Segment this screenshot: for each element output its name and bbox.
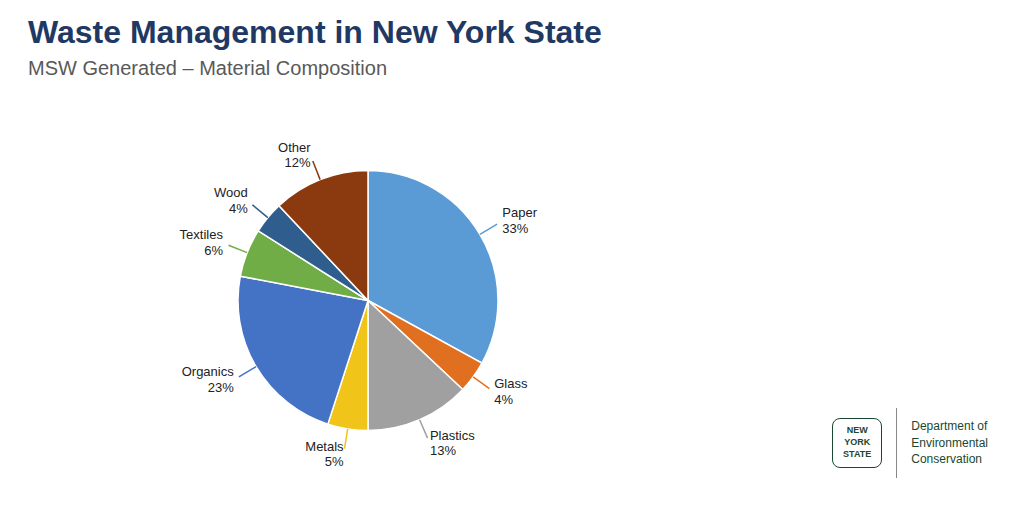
html-text:Department of: Department of	[911, 418, 988, 433]
html-text:YORK: YORK	[844, 437, 871, 448]
html-text:Environmental: Environmental	[911, 435, 988, 450]
svg-text:Textiles6%: Textiles6%	[180, 227, 224, 258]
html-text:Conservation: Conservation	[911, 452, 982, 467]
svg-text:Glass4%: Glass4%	[494, 376, 528, 407]
svg-text:Organics23%: Organics23%	[182, 364, 235, 395]
svg-text:Paper33%: Paper33%	[502, 205, 537, 236]
svg-text:Wood4%: Wood4%	[214, 185, 248, 216]
html-text:MSW Generated – Material Compo: MSW Generated – Material Composition	[28, 57, 387, 79]
html-text:NEW: NEW	[846, 425, 868, 436]
svg-text:Metals5%: Metals5%	[305, 439, 344, 470]
html-text:STATE: STATE	[843, 448, 872, 459]
svg-text:Other12%: Other12%	[278, 140, 311, 171]
html-text:Waste Management in New York S: Waste Management in New York State	[28, 14, 602, 50]
svg-text:Plastics13%: Plastics13%	[430, 428, 475, 459]
